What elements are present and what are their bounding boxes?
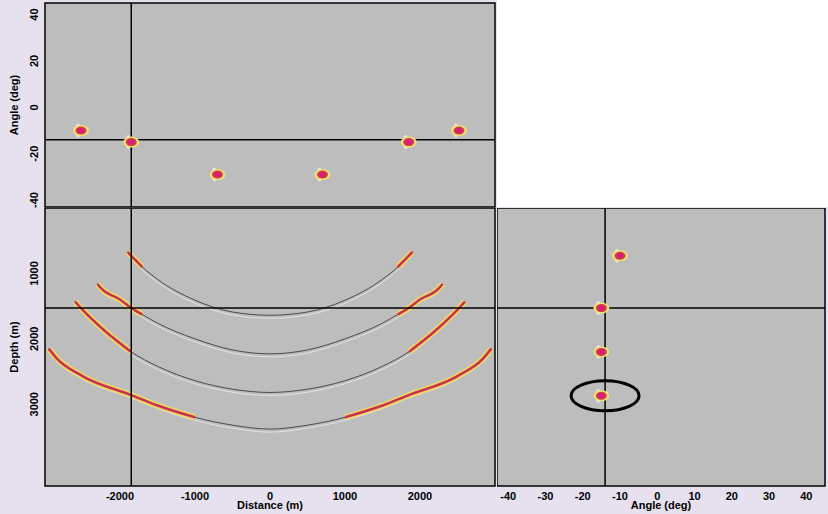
svg-text:-30: -30	[538, 490, 554, 502]
svg-text:1000: 1000	[28, 261, 40, 285]
svg-text:-20: -20	[575, 490, 591, 502]
html-text:Angle (deg): Angle (deg)	[8, 74, 20, 136]
svg-text:20: 20	[28, 55, 40, 67]
svg-text:-20: -20	[28, 146, 40, 162]
svg-text:0: 0	[266, 489, 274, 502]
svg-text:0: 0	[28, 104, 40, 110]
svg-text:2000: 2000	[408, 490, 432, 502]
svg-text:0: 0	[654, 489, 661, 502]
svg-text:30: 30	[763, 490, 775, 502]
html-text:Distance (m): Distance (m)	[237, 499, 303, 511]
svg-text:10: 10	[688, 489, 701, 502]
svg-text:-40: -40	[500, 490, 516, 502]
svg-text:-1000: -1000	[181, 490, 209, 502]
svg-text:2000: 2000	[28, 327, 40, 351]
svg-text:3000: 3000	[28, 392, 40, 416]
svg-text:40: 40	[800, 490, 812, 502]
html-text:Angle (deg): Angle (deg)	[630, 499, 692, 511]
svg-text:20: 20	[726, 490, 738, 502]
svg-text:-40: -40	[28, 192, 40, 208]
html-text:Depth (m): Depth (m)	[8, 321, 20, 373]
svg-text:-2000: -2000	[106, 490, 134, 502]
svg-text:40: 40	[28, 8, 40, 20]
svg-text:1000: 1000	[333, 490, 357, 502]
svg-text:-10: -10	[612, 490, 628, 502]
